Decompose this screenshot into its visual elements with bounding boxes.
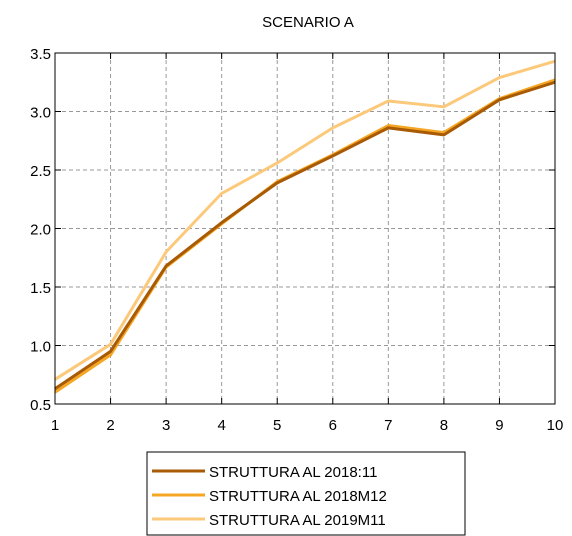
series-line-2: [54, 78, 556, 394]
y-tick-label: 2.0: [30, 222, 51, 239]
series-line-3: [54, 59, 556, 381]
x-tick-label: 7: [384, 417, 392, 434]
y-tick-label: 1.5: [30, 280, 51, 297]
y-tick-label: 3.5: [30, 46, 51, 63]
y-tick-label: 1.0: [30, 339, 51, 356]
series-line-1: [54, 80, 556, 391]
series-lines: [54, 59, 556, 394]
x-tick-label: 2: [106, 417, 114, 434]
x-axis: 1 2 3 4 5 6 7 8 9 10: [51, 53, 564, 434]
x-tick-label: 9: [495, 417, 503, 434]
y-tick-label: 3.0: [30, 105, 51, 122]
chart-title: SCENARIO A: [262, 14, 354, 31]
x-tick-label: 1: [51, 417, 59, 434]
x-tick-label: 10: [547, 417, 564, 434]
y-tick-label: 2.5: [30, 163, 51, 180]
legend-label: STRUTTURA AL 2018M12: [209, 488, 387, 505]
y-tick-label: 0.5: [30, 397, 51, 414]
x-tick-label: 6: [329, 417, 337, 434]
plot-frame: [54, 52, 556, 405]
x-tick-label: 4: [217, 417, 225, 434]
legend: STRUTTURA AL 2018:11 STRUTTURA AL 2018M12…: [146, 451, 466, 536]
y-axis: 0.5 1.0 1.5 2.0 2.5 3.0 3.5: [30, 46, 555, 414]
x-tick-label: 8: [440, 417, 448, 434]
grid: [55, 53, 555, 404]
legend-label: STRUTTURA AL 2019M11: [209, 512, 386, 529]
legend-label: STRUTTURA AL 2018:11: [209, 464, 377, 481]
x-tick-label: 3: [162, 417, 170, 434]
x-tick-label: 5: [273, 417, 281, 434]
